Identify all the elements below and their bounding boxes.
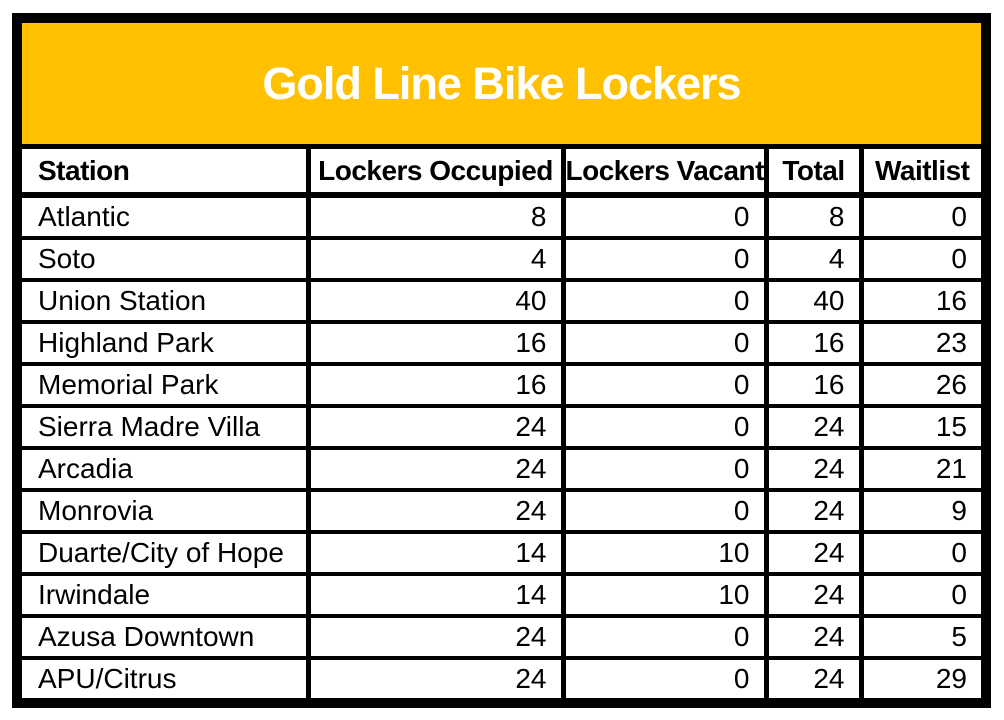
cell-waitlist: 15 [858,404,981,451]
cell-occupied: 24 [305,488,566,535]
cell-waitlist: 5 [858,614,981,661]
table-row: Union Station 40 0 40 16 [22,278,981,325]
cell-total: 4 [763,236,864,283]
table-row: Azusa Downtown 24 0 24 5 [22,614,981,661]
cell-total: 24 [763,530,864,577]
cell-waitlist: 16 [858,278,981,325]
cell-waitlist: 0 [858,572,981,619]
cell-waitlist: 9 [858,488,981,535]
cell-vacant: 10 [560,530,769,577]
cell-station: Arcadia [22,446,311,493]
cell-vacant: 0 [560,236,769,283]
cell-vacant: 0 [560,192,769,241]
cell-station: Duarte/City of Hope [22,530,311,577]
cell-occupied: 16 [305,362,566,409]
cell-total: 24 [763,488,864,535]
column-header-occupied: Lockers Occupied [305,149,566,198]
cell-waitlist: 0 [858,236,981,283]
cell-station: Highland Park [22,320,311,367]
cell-occupied: 24 [305,446,566,493]
page-title: Gold Line Bike Lockers [262,57,741,109]
header-row: Station Lockers Occupied Lockers Vacant … [22,149,981,198]
cell-occupied: 40 [305,278,566,325]
cell-station: Atlantic [22,192,311,241]
cell-station: APU/Citrus [22,656,311,698]
column-header-vacant: Lockers Vacant [560,149,769,198]
cell-occupied: 16 [305,320,566,367]
cell-occupied: 24 [305,614,566,661]
table-row: Sierra Madre Villa 24 0 24 15 [22,404,981,451]
table-body: Atlantic 8 0 8 0 Soto 4 0 4 0 Union Station 40 0 40 16… [22,192,981,698]
cell-vacant: 0 [560,488,769,535]
cell-total: 24 [763,572,864,619]
cell-vacant: 10 [560,572,769,619]
table-row: APU/Citrus 24 0 24 29 [22,656,981,698]
table-row: Arcadia 24 0 24 21 [22,446,981,493]
cell-waitlist: 29 [858,656,981,698]
cell-vacant: 0 [560,404,769,451]
column-header-station: Station [22,149,311,198]
cell-total: 24 [763,446,864,493]
cell-station: Monrovia [22,488,311,535]
cell-waitlist: 0 [858,192,981,241]
cell-station: Irwindale [22,572,311,619]
table-row: Atlantic 8 0 8 0 [22,192,981,241]
table-row: Soto 4 0 4 0 [22,236,981,283]
cell-waitlist: 26 [858,362,981,409]
cell-waitlist: 21 [858,446,981,493]
cell-occupied: 14 [305,572,566,619]
cell-total: 16 [763,362,864,409]
cell-total: 24 [763,614,864,661]
cell-station: Sierra Madre Villa [22,404,311,451]
cell-total: 8 [763,192,864,241]
table-row: Monrovia 24 0 24 9 [22,488,981,535]
cell-occupied: 24 [305,656,566,698]
cell-vacant: 0 [560,362,769,409]
cell-total: 16 [763,320,864,367]
cell-waitlist: 23 [858,320,981,367]
lockers-table-frame: Gold Line Bike Lockers Station Lockers O… [12,13,991,708]
cell-station: Azusa Downtown [22,614,311,661]
cell-waitlist: 0 [858,530,981,577]
column-header-waitlist: Waitlist [858,149,981,198]
column-header-total: Total [763,149,864,198]
lockers-table: Station Lockers Occupied Lockers Vacant … [22,149,981,698]
cell-occupied: 4 [305,236,566,283]
cell-vacant: 0 [560,656,769,698]
cell-vacant: 0 [560,320,769,367]
table-row: Highland Park 16 0 16 23 [22,320,981,367]
cell-occupied: 14 [305,530,566,577]
cell-station: Union Station [22,278,311,325]
cell-station: Memorial Park [22,362,311,409]
cell-vacant: 0 [560,446,769,493]
cell-total: 40 [763,278,864,325]
cell-total: 24 [763,656,864,698]
cell-vacant: 0 [560,278,769,325]
table-row: Memorial Park 16 0 16 26 [22,362,981,409]
title-banner: Gold Line Bike Lockers [22,23,981,149]
table-row: Irwindale 14 10 24 0 [22,572,981,619]
cell-vacant: 0 [560,614,769,661]
table-row: Duarte/City of Hope 14 10 24 0 [22,530,981,577]
cell-station: Soto [22,236,311,283]
cell-total: 24 [763,404,864,451]
cell-occupied: 8 [305,192,566,241]
cell-occupied: 24 [305,404,566,451]
